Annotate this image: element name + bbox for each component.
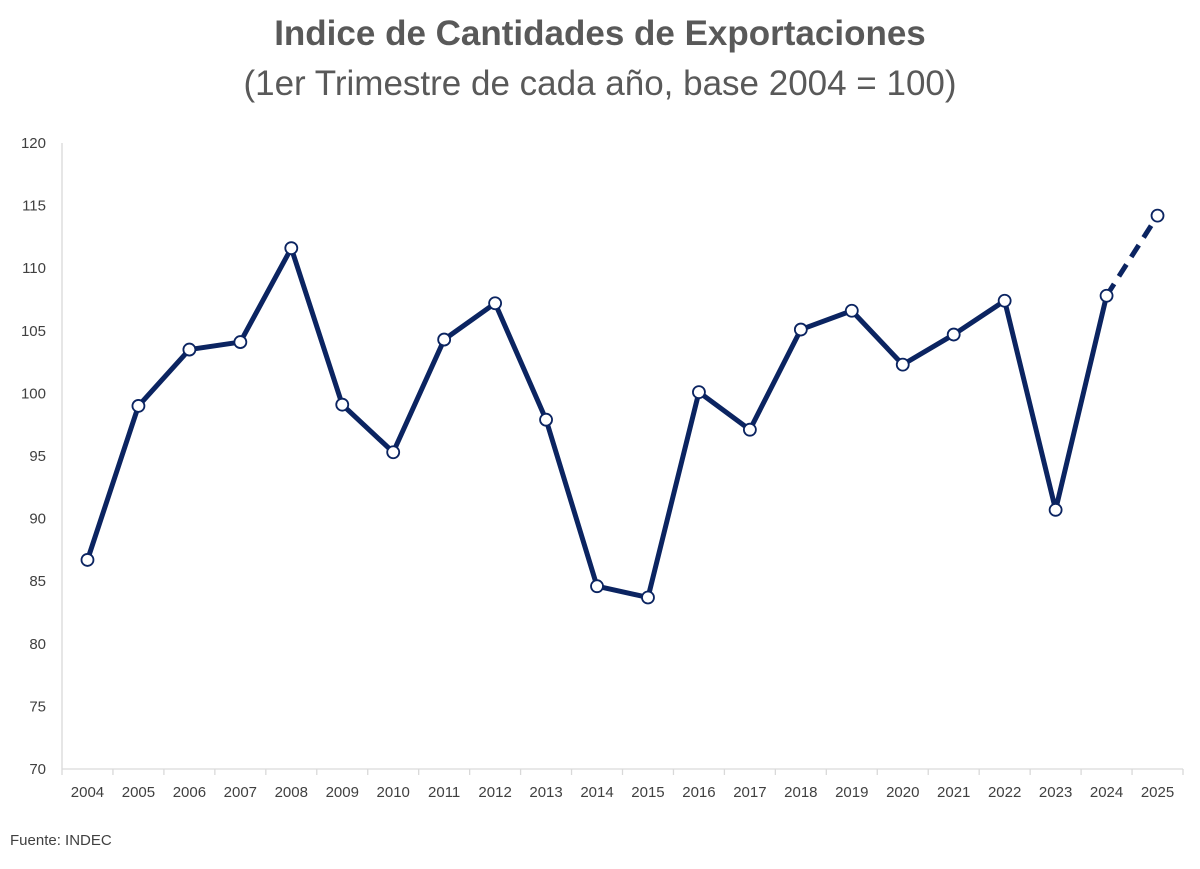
- series-points: [80, 208, 1165, 605]
- data-point: [539, 412, 553, 427]
- x-tick-label: 2013: [529, 784, 562, 801]
- data-point: [1099, 288, 1114, 303]
- data-point: [488, 296, 503, 311]
- x-tick-label: 2024: [1090, 784, 1123, 801]
- y-tick-label: 105: [21, 323, 46, 340]
- data-point: [844, 303, 859, 318]
- data-point: [590, 579, 604, 594]
- x-tick-label: 2020: [886, 784, 919, 801]
- x-tick-label: 2025: [1141, 784, 1174, 801]
- x-tick-label: 2018: [784, 784, 817, 801]
- y-tick-label: 90: [29, 511, 46, 528]
- y-tick-label: 100: [21, 385, 46, 402]
- x-tick-label: 2015: [631, 784, 664, 801]
- data-point: [895, 357, 910, 372]
- axes: [61, 143, 1184, 775]
- x-tick-label: 2011: [428, 784, 460, 801]
- x-tick-label: 2017: [733, 784, 766, 801]
- data-point: [946, 327, 961, 342]
- x-tick-labels: 2004 2005 2006 2007 2008 2009 2010 2011 2012 2013…: [71, 784, 1174, 801]
- data-point: [437, 332, 452, 347]
- x-tick-label: 2004: [71, 784, 104, 801]
- x-tick-label: 2023: [1039, 784, 1072, 801]
- x-tick-label: 2008: [275, 784, 308, 801]
- data-point: [793, 322, 808, 337]
- x-tick-label: 2009: [326, 784, 359, 801]
- y-tick-label: 75: [29, 698, 46, 715]
- data-point: [692, 385, 706, 400]
- x-tick-label: 2021: [937, 784, 970, 801]
- data-point: [1150, 208, 1165, 223]
- chart-subtitle: (1er Trimestre de cada año, base 2004 = …: [243, 64, 957, 103]
- data-point: [386, 445, 401, 460]
- x-tick-label: 2016: [682, 784, 715, 801]
- y-tick-labels: 70 75 80 85 90 95 100 105 110 115 120: [21, 135, 46, 778]
- y-tick-label: 85: [29, 573, 46, 590]
- data-point: [182, 342, 197, 357]
- data-point: [80, 553, 95, 567]
- source-note: Fuente: INDEC: [10, 832, 112, 849]
- y-tick-label: 120: [21, 135, 46, 152]
- x-tick-label: 2022: [988, 784, 1021, 801]
- x-tick-label: 2019: [835, 784, 868, 801]
- x-tick-label: 2005: [122, 784, 155, 801]
- y-tick-label: 115: [22, 198, 46, 215]
- data-point: [284, 241, 299, 256]
- data-point: [997, 293, 1012, 308]
- data-point: [233, 335, 248, 349]
- y-tick-label: 70: [29, 761, 46, 778]
- data-point: [335, 397, 350, 412]
- data-point: [1048, 502, 1063, 517]
- x-tick-label: 2006: [173, 784, 206, 801]
- data-point: [742, 422, 757, 437]
- data-point: [131, 399, 146, 413]
- x-tick-label: 2010: [377, 784, 410, 801]
- data-point: [641, 590, 655, 605]
- x-tick-label: 2007: [224, 784, 257, 801]
- chart-title: Indice de Cantidades de Exportaciones: [274, 14, 926, 53]
- series-line: [84, 214, 1160, 600]
- y-tick-label: 110: [22, 260, 46, 277]
- y-tick-label: 80: [29, 636, 46, 653]
- x-tick-label: 2014: [580, 784, 613, 801]
- series-line-solid: [84, 245, 1110, 600]
- x-tick-label: 2012: [478, 784, 511, 801]
- series-line-dashed: [1104, 214, 1160, 298]
- y-tick-label: 95: [29, 448, 46, 465]
